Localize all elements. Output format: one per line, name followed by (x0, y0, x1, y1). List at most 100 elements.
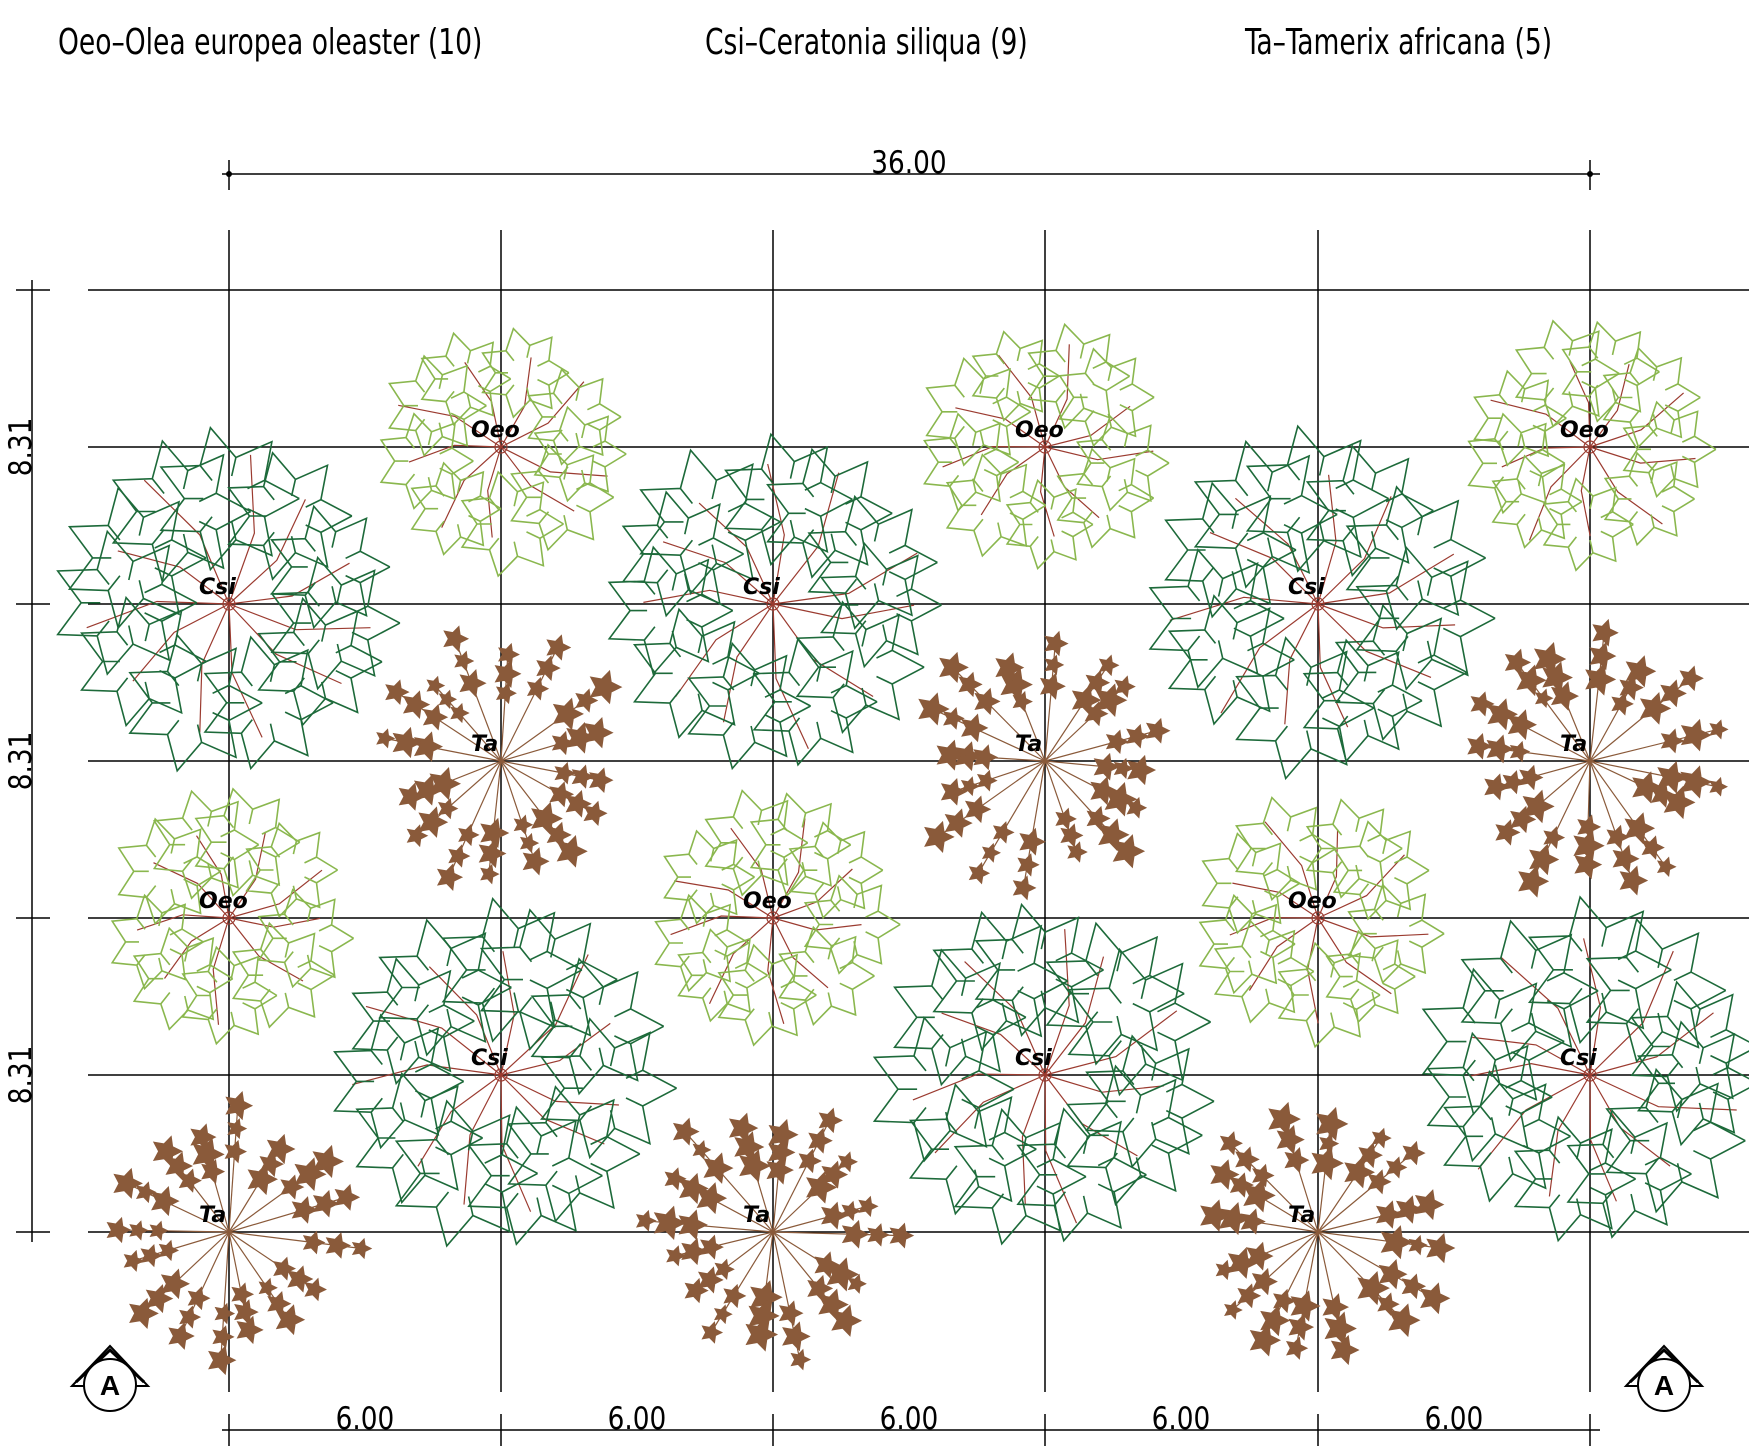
tree-tuft (129, 1220, 149, 1241)
tree-tuft (234, 1299, 259, 1325)
tree-leaf-cluster (1045, 921, 1185, 1066)
tree-tuft (1639, 692, 1672, 725)
tree-tuft (847, 1273, 867, 1294)
tree-leaf-cluster (1473, 369, 1567, 467)
tree-branch (708, 917, 774, 1004)
tree-tuft (1322, 1293, 1350, 1321)
tree-trunk (494, 440, 508, 454)
tree-leaf-cluster (388, 354, 487, 458)
tree-leaf-cluster (749, 792, 852, 898)
tree-tuft (924, 820, 955, 853)
tree-tuft (782, 1321, 811, 1352)
tree-tuft (1426, 1232, 1456, 1264)
tree-branch (942, 445, 1046, 468)
tree-trunk (1038, 1068, 1052, 1082)
tree-branch (500, 1022, 611, 1076)
tree-leaf-cluster (687, 641, 811, 771)
tree-tuft (841, 1219, 870, 1249)
tree-trunk (766, 911, 780, 925)
tree-tuft (556, 835, 588, 868)
dimension-tick (1587, 171, 1593, 177)
tree-leaf-cluster (270, 555, 401, 691)
tree-leaf-cluster (527, 368, 622, 466)
tree-leaf-cluster (1355, 545, 1496, 691)
tree-tuft (1709, 776, 1729, 797)
tree-tuft (1378, 1259, 1408, 1290)
tree-tag: Ta (743, 1203, 770, 1228)
tree-branch (195, 835, 230, 919)
tree-leaf-cluster (533, 405, 627, 503)
dimension-bay-label: 6.00 (1425, 1400, 1484, 1437)
tree-tuft (1484, 773, 1510, 801)
tree-tuft (841, 1200, 861, 1222)
tree-tuft (549, 781, 575, 808)
tree-leaf-cluster (1245, 424, 1390, 573)
tree-tuft (944, 808, 973, 838)
tree-tuft (1660, 679, 1687, 708)
tree-tuft (1105, 729, 1130, 754)
tree-branch (1235, 497, 1319, 605)
tree-branch (1589, 1074, 1737, 1111)
tree-branch (1044, 1074, 1164, 1093)
tree-tuft (1104, 782, 1138, 817)
tree-leaf-cluster (231, 921, 336, 1029)
tree-branch (1169, 596, 1319, 621)
tree-tuft (1358, 1142, 1383, 1169)
tree-leaf-cluster (1566, 1108, 1692, 1239)
tree-tuft (566, 722, 597, 754)
tree-tuft (831, 1304, 863, 1337)
tree-tuft (565, 790, 592, 818)
tree-leaf-cluster (1148, 548, 1285, 689)
tree-tuft (1619, 865, 1649, 896)
tree-leaf-cluster (1167, 594, 1295, 726)
tree-tuft (526, 677, 550, 701)
tree-tuft (1467, 733, 1493, 760)
tree-tuft (212, 1325, 235, 1349)
dimension-row-label: 8.31 (2, 732, 39, 791)
tree-tuft (1268, 1101, 1301, 1137)
tree-tuft (678, 1209, 708, 1241)
dimension-row-label: 8.31 (2, 418, 39, 477)
tree-tuft (422, 703, 449, 731)
carob-tree: Csi (607, 432, 942, 771)
tree-tuft (1502, 770, 1526, 795)
tree-leaf-cluster (227, 451, 353, 581)
tree-branch (1044, 1074, 1078, 1224)
tree-branch (487, 446, 502, 538)
tree-tuft (701, 1321, 724, 1344)
section-label: A (100, 1370, 120, 1401)
tree-tuft (1680, 765, 1713, 799)
tree-leaf-cluster (333, 1013, 465, 1150)
tree-tuft (1219, 1131, 1243, 1156)
tree-branch (164, 917, 230, 979)
tree-tuft (436, 863, 464, 891)
tree-trunk (1038, 440, 1052, 454)
tree-tuft (790, 1348, 812, 1371)
tree-branch (1317, 474, 1337, 605)
tree-leaf-cluster (1332, 820, 1430, 921)
tree-branch (1044, 956, 1105, 1076)
tree-branch (1044, 446, 1154, 461)
tree-branch (1589, 950, 1674, 1076)
olive-tree: Oeo (1467, 319, 1717, 572)
tree-tuft (402, 690, 431, 719)
tree-tuft (291, 1196, 319, 1224)
tree-branch (1580, 446, 1591, 537)
tree-tuft (149, 1220, 169, 1241)
tree-tuft (939, 651, 969, 683)
tree-tag: Oeo (1560, 418, 1609, 443)
tree-branch (662, 541, 774, 605)
tree-branch (1044, 344, 1070, 448)
tree-leaf-cluster (704, 789, 809, 897)
dimension-row-label: 8.31 (2, 1046, 39, 1105)
tree-tuft (1487, 698, 1518, 731)
tree-tuft (1632, 771, 1663, 804)
section-marker-right: A (1623, 1344, 1705, 1412)
tree-tuft (1386, 1156, 1408, 1179)
tree-branch (772, 818, 806, 919)
tree-tuft (1324, 1311, 1357, 1346)
tree-tuft (1017, 853, 1040, 877)
dimension-total-label: 36.00 (871, 144, 946, 181)
tree-leaf-cluster (1426, 1031, 1553, 1163)
tree-tuft (190, 1123, 217, 1151)
